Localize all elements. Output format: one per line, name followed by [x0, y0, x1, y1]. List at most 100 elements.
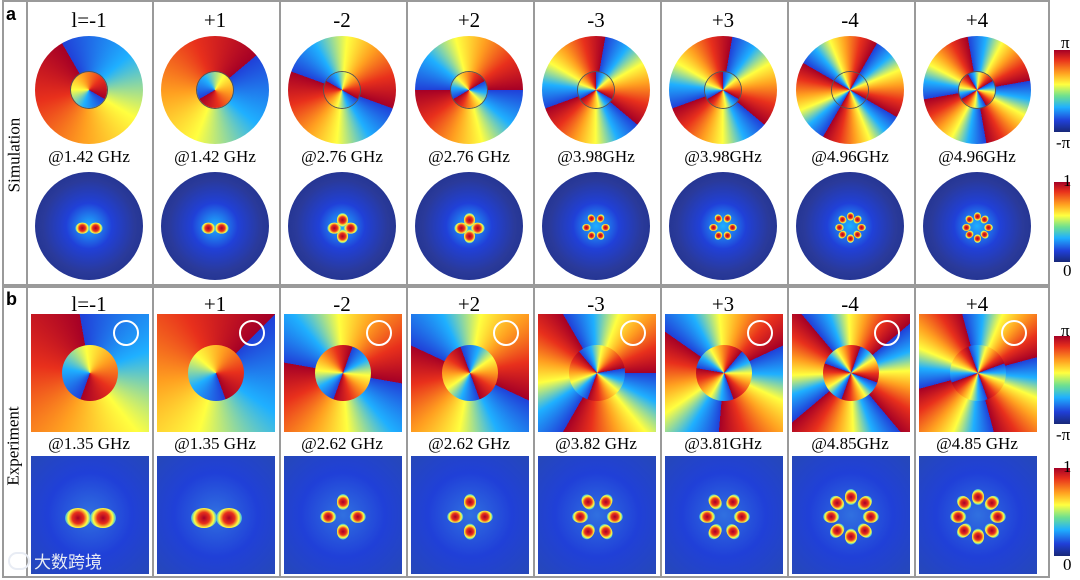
sim-amp-0-lobe-1 [75, 222, 90, 234]
sim-amp-3-lobe-3 [463, 212, 475, 227]
exp-phase-core-0 [62, 345, 118, 401]
column-divider-b-1 [152, 286, 154, 578]
exp-amp-5-lobe-3 [698, 510, 715, 523]
order-label-sim-3: +2 [457, 8, 481, 32]
experiment-row-label: Experiment [2, 316, 26, 576]
exp-amp-7-lobe-5 [954, 492, 974, 513]
amp-min-label-exp: 0 [1063, 555, 1072, 574]
sim-phase-core-5 [705, 72, 741, 108]
column-divider-a-3 [406, 0, 408, 286]
exp-amp-6-lobe-2 [845, 529, 857, 545]
exp-amp-1-lobe-0 [215, 508, 242, 528]
exp-phase-map-0 [31, 314, 149, 432]
sim-amp-4-lobe-3 [581, 223, 592, 231]
sim-freq-label-6: @4.96GHz [811, 147, 889, 166]
order-label-exp-1: +1 [203, 292, 227, 316]
sim-phase-map-6 [796, 36, 904, 144]
exp-amp-7-lobe-4 [950, 510, 966, 523]
panel-letter-a: a [6, 4, 17, 24]
order-label-exp-5: +3 [711, 292, 735, 316]
exp-amp-6-lobe-0 [863, 510, 879, 523]
exp-phase-core-7 [950, 345, 1006, 401]
sim-amp-4-lobe-1 [595, 229, 607, 241]
sim-amp-1-lobe-0 [214, 222, 229, 234]
exp-freq-label-6: @4.85GHz [811, 434, 889, 453]
rotation-direction-icon-4 [620, 320, 646, 346]
sim-phase-map-0 [35, 36, 143, 144]
sim-amp-1-lobe-1 [201, 222, 216, 234]
exp-amp-7-lobe-6 [972, 489, 984, 505]
exp-amp-4-lobe-3 [571, 510, 588, 523]
exp-amp-3-lobe-3 [464, 494, 476, 510]
sim-phase-core-6 [832, 72, 868, 108]
sim-amp-6-lobe-4 [834, 223, 844, 231]
sim-amp-5-lobe-1 [722, 229, 734, 241]
sim-phase-core-7 [959, 72, 995, 108]
sim-amp-7-lobe-2 [973, 233, 981, 243]
exp-amp-0-lobe-0 [89, 508, 116, 528]
sim-amplitude-map-1 [161, 172, 269, 280]
label-column-divider [26, 0, 28, 578]
sim-freq-label-3: @2.76 GHz [428, 147, 510, 166]
exp-amplitude-map-7 [919, 456, 1037, 574]
column-divider-a-4 [533, 0, 535, 286]
sim-amplitude-map-4 [542, 172, 650, 280]
rotation-direction-icon-6 [874, 320, 900, 346]
exp-amp-1-lobe-1 [190, 508, 217, 528]
phase-colorbar-simulation [1054, 50, 1070, 132]
sim-phase-map-7 [923, 36, 1031, 144]
sim-amplitude-map-3 [415, 172, 523, 280]
phase-max-label-exp: π [1061, 321, 1070, 340]
exp-amp-6-lobe-6 [845, 489, 857, 505]
exp-amp-2-lobe-0 [350, 510, 366, 523]
exp-amp-7-lobe-1 [982, 521, 1002, 541]
order-label-exp-0: l=-1 [71, 292, 107, 316]
exp-phase-core-3 [442, 345, 498, 401]
exp-phase-map-4 [538, 314, 656, 432]
exp-phase-map-5 [665, 314, 783, 432]
sim-amplitude-map-5 [669, 172, 777, 280]
sim-amp-4-lobe-0 [600, 223, 611, 231]
sim-phase-map-4 [542, 36, 650, 144]
watermark-logo-icon [8, 551, 30, 570]
amplitude-colorbar-experiment [1054, 468, 1070, 556]
exp-phase-map-3 [411, 314, 529, 432]
exp-phase-core-5 [696, 345, 752, 401]
simulation-label-text: Simulation [4, 117, 23, 193]
exp-phase-core-2 [315, 345, 371, 401]
exp-freq-label-1: @1.35 GHz [174, 434, 256, 453]
sim-phase-map-1 [161, 36, 269, 144]
sim-amp-5-lobe-3 [708, 223, 719, 231]
sim-phase-map-3 [415, 36, 523, 144]
exp-amp-3-lobe-1 [464, 524, 476, 540]
sim-amplitude-map-7 [923, 172, 1031, 280]
exp-phase-core-6 [823, 345, 879, 401]
column-divider-a-5 [660, 0, 662, 286]
order-label-exp-4: -3 [587, 292, 605, 316]
rotation-direction-icon-1 [239, 320, 265, 346]
exp-amp-5-lobe-5 [723, 491, 742, 512]
exp-amp-6-lobe-7 [855, 492, 875, 513]
exp-amp-0-lobe-1 [64, 508, 91, 528]
exp-amp-3-lobe-0 [477, 510, 493, 523]
exp-amp-4-lobe-0 [606, 510, 623, 523]
sim-freq-label-5: @3.98GHz [684, 147, 762, 166]
phase-min-label-sim: -π [1056, 133, 1071, 152]
column-divider-b-7 [914, 286, 916, 578]
sim-phase-core-4 [578, 72, 614, 108]
amp-min-label-sim: 0 [1063, 261, 1072, 280]
exp-phase-core-1 [188, 345, 244, 401]
order-label-exp-7: +4 [965, 292, 989, 316]
rotation-direction-icon-7 [1001, 320, 1027, 346]
exp-amp-5-lobe-1 [723, 522, 742, 542]
order-label-exp-6: -4 [841, 292, 859, 316]
exp-amp-7-lobe-2 [972, 529, 984, 545]
exp-freq-label-4: @3.82 GHz [555, 434, 637, 453]
phase-min-label-exp: -π [1056, 425, 1071, 444]
exp-amp-5-lobe-0 [733, 510, 750, 523]
exp-freq-label-3: @2.62 GHz [428, 434, 510, 453]
amp-max-label-sim: 1 [1063, 171, 1072, 190]
sim-amp-2-lobe-3 [336, 212, 348, 227]
sim-freq-label-1: @1.42 GHz [174, 147, 256, 166]
exp-phase-map-7 [919, 314, 1037, 432]
